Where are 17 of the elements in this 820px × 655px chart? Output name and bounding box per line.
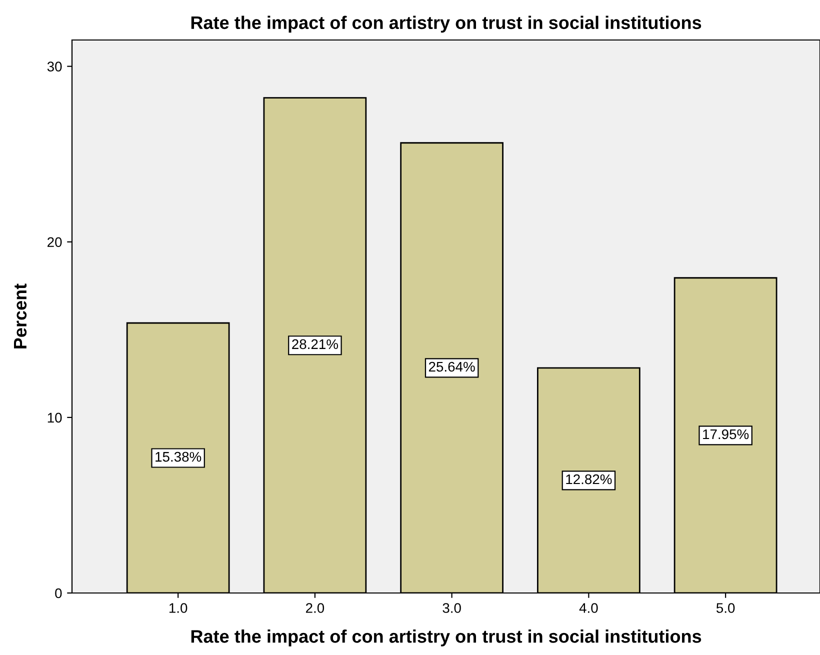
x-tick-label: 4.0 xyxy=(579,603,598,613)
data-label: 12.82% xyxy=(566,474,612,484)
data-label: 25.64% xyxy=(428,362,475,372)
x-tick-label: 3.0 xyxy=(442,603,461,613)
y-tick-label: 0 xyxy=(55,588,62,598)
y-tick-label: 30 xyxy=(47,62,62,72)
chart-title: Rate the impact of con artistry on trust in social institutions xyxy=(191,16,702,33)
data-label: 17.95% xyxy=(703,429,749,440)
y-tick-label: 20 xyxy=(48,237,62,248)
x-tick-label: 2.0 xyxy=(306,603,324,613)
x-tick-label: 1.0 xyxy=(169,603,188,613)
x-axis-title: Rate the impact of con artistry on trust in social institutions xyxy=(191,630,702,646)
y-axis-title: Percent xyxy=(14,284,27,348)
data-label: 15.38% xyxy=(156,452,202,462)
x-tick-label: 5.0 xyxy=(716,603,735,613)
data-label: 28.21% xyxy=(292,339,338,350)
y-tick-label: 10 xyxy=(48,412,62,423)
